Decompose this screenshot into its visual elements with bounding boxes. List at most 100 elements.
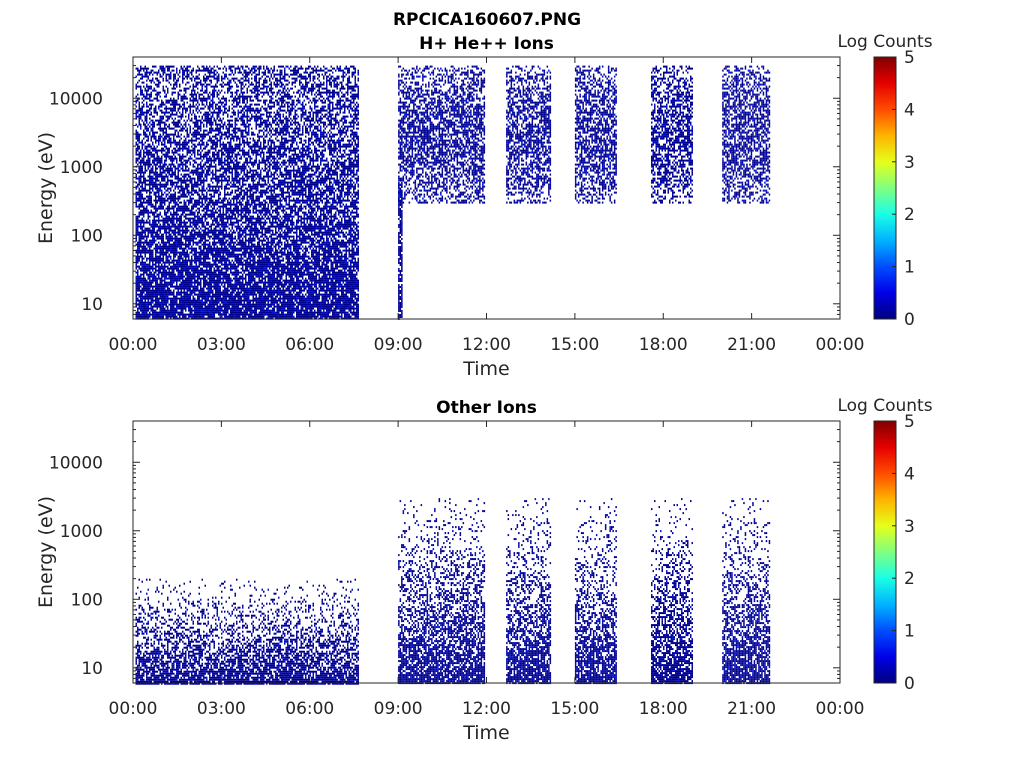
count-cell xyxy=(173,280,175,282)
count-cell xyxy=(184,220,186,222)
count-cell xyxy=(151,310,153,312)
count-cell xyxy=(151,92,153,94)
count-cell xyxy=(194,170,196,172)
count-cell xyxy=(163,104,165,106)
count-cell xyxy=(152,262,154,264)
count-cell xyxy=(151,246,153,248)
count-cell xyxy=(146,120,148,122)
count-cell xyxy=(203,224,205,226)
count-cell xyxy=(142,198,144,200)
count-cell xyxy=(148,266,150,268)
count-cell xyxy=(172,174,174,176)
count-cell xyxy=(169,108,171,110)
count-cell xyxy=(145,314,147,316)
count-cell xyxy=(163,290,165,292)
count-cell xyxy=(193,166,195,168)
count-cell xyxy=(193,306,195,308)
count-cell xyxy=(139,138,141,140)
count-cell xyxy=(215,90,217,92)
count-cell xyxy=(151,184,153,186)
count-cell xyxy=(194,234,196,236)
count-cell xyxy=(191,170,193,172)
count-cell xyxy=(161,276,163,278)
count-cell xyxy=(221,310,223,312)
count-cell xyxy=(163,130,165,132)
count-cell xyxy=(187,136,189,138)
count-cell xyxy=(181,206,183,208)
count-cell xyxy=(160,232,162,234)
count-cell xyxy=(191,146,193,148)
count-cell xyxy=(187,130,189,132)
count-cell xyxy=(200,134,202,136)
count-cell xyxy=(188,148,190,150)
count-cell xyxy=(136,264,138,266)
count-cell xyxy=(148,164,150,166)
count-cell xyxy=(140,200,142,202)
count-cell xyxy=(154,116,156,118)
count-cell xyxy=(176,186,178,188)
count-cell xyxy=(211,272,213,274)
count-cell xyxy=(173,202,175,204)
count-cell xyxy=(187,260,189,262)
count-cell xyxy=(152,250,154,252)
count-cell xyxy=(158,262,160,264)
count-cell xyxy=(152,116,154,118)
count-cell xyxy=(209,270,211,272)
count-cell xyxy=(217,80,219,82)
count-cell xyxy=(151,192,153,194)
count-cell xyxy=(148,162,150,164)
count-cell xyxy=(173,122,175,124)
count-cell xyxy=(185,286,187,288)
count-cell xyxy=(190,210,192,212)
count-cell xyxy=(220,110,222,112)
count-cell xyxy=(163,80,165,82)
count-cell xyxy=(143,270,145,272)
count-cell xyxy=(215,78,217,80)
count-cell xyxy=(139,80,141,82)
count-cell xyxy=(182,150,184,152)
count-cell xyxy=(160,260,162,262)
count-cell xyxy=(182,104,184,106)
count-cell xyxy=(152,74,154,76)
count-cell xyxy=(217,270,219,272)
count-cell xyxy=(196,242,198,244)
count-cell xyxy=(199,134,201,136)
count-cell xyxy=(200,202,202,204)
count-cell xyxy=(155,90,157,92)
count-cell xyxy=(221,150,223,152)
count-cell xyxy=(209,156,211,158)
count-cell xyxy=(188,176,190,178)
count-cell xyxy=(190,304,192,306)
count-cell xyxy=(178,208,180,210)
count-cell xyxy=(169,148,171,150)
count-cell xyxy=(199,218,201,220)
count-cell xyxy=(152,90,154,92)
count-cell xyxy=(214,102,216,104)
count-cell xyxy=(196,104,198,106)
count-cell xyxy=(223,72,225,74)
count-cell xyxy=(206,156,208,158)
count-cell xyxy=(142,226,144,228)
count-cell xyxy=(220,276,222,278)
count-cell xyxy=(148,204,150,206)
count-cell xyxy=(161,166,163,168)
count-cell xyxy=(205,232,207,234)
count-cell xyxy=(197,170,199,172)
count-cell xyxy=(217,216,219,218)
count-cell xyxy=(139,246,141,248)
count-cell xyxy=(169,256,171,258)
count-cell xyxy=(190,280,192,282)
count-cell xyxy=(173,100,175,102)
count-cell xyxy=(202,296,204,298)
count-cell xyxy=(187,314,189,316)
figure-title: RPCICA160607.PNG xyxy=(393,10,581,30)
count-cell xyxy=(137,100,139,102)
count-cell xyxy=(205,130,207,132)
count-cell xyxy=(199,74,201,76)
count-cell xyxy=(149,250,151,252)
count-cell xyxy=(166,120,168,122)
count-cell xyxy=(155,186,157,188)
count-cell xyxy=(182,278,184,280)
count-cell xyxy=(149,252,151,254)
count-cell xyxy=(173,84,175,86)
